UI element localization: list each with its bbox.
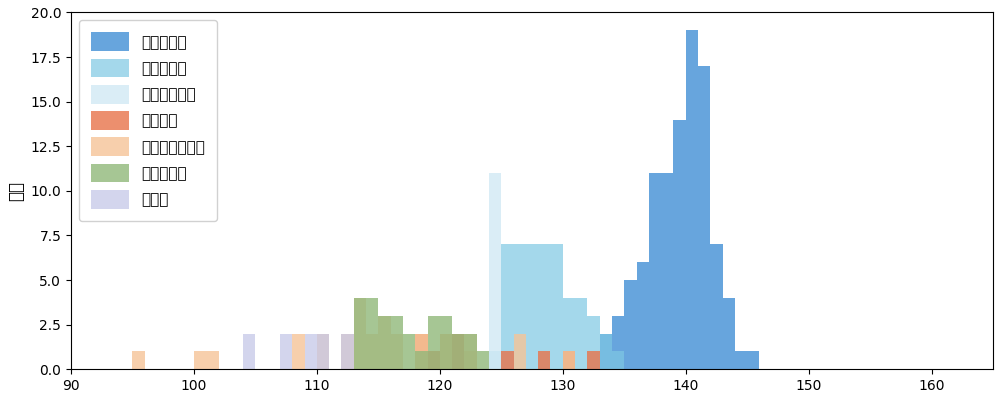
Bar	[243, 334, 255, 369]
Bar	[612, 316, 624, 369]
Bar	[698, 66, 710, 369]
Bar	[587, 352, 600, 369]
Bar	[563, 352, 575, 369]
Bar	[686, 30, 698, 369]
Bar	[440, 334, 452, 369]
Bar	[649, 173, 661, 369]
Bar	[391, 334, 403, 369]
Bar	[747, 352, 759, 369]
Bar	[723, 298, 735, 369]
Bar	[600, 334, 612, 369]
Bar	[428, 316, 440, 369]
Bar	[624, 280, 637, 369]
Bar	[415, 334, 428, 369]
Bar	[366, 334, 378, 369]
Bar	[378, 316, 391, 369]
Bar	[280, 334, 292, 369]
Bar	[673, 120, 686, 369]
Bar	[538, 244, 550, 369]
Bar	[489, 352, 501, 369]
Bar	[415, 352, 428, 369]
Bar	[206, 352, 219, 369]
Bar	[464, 334, 477, 369]
Bar	[550, 244, 563, 369]
Bar	[464, 352, 477, 369]
Bar	[477, 352, 489, 369]
Legend: ストレート, ツーシーム, カットボール, フォーク, チェンジアップ, スライダー, カーブ: ストレート, ツーシーム, カットボール, フォーク, チェンジアップ, スライ…	[79, 20, 217, 221]
Bar	[391, 316, 403, 369]
Bar	[637, 262, 649, 369]
Bar	[538, 352, 550, 369]
Bar	[440, 334, 452, 369]
Bar	[366, 298, 378, 369]
Bar	[132, 352, 145, 369]
Bar	[354, 298, 366, 369]
Bar	[452, 334, 464, 369]
Bar	[575, 298, 587, 369]
Bar	[464, 334, 477, 369]
Bar	[501, 352, 514, 369]
Bar	[735, 352, 747, 369]
Bar	[341, 334, 354, 369]
Bar	[514, 244, 526, 369]
Bar	[305, 334, 317, 369]
Bar	[563, 298, 575, 369]
Bar	[612, 352, 624, 369]
Bar	[428, 352, 440, 369]
Bar	[341, 334, 354, 369]
Bar	[415, 334, 428, 369]
Bar	[600, 334, 612, 369]
Bar	[317, 334, 329, 369]
Bar	[378, 316, 391, 369]
Bar	[194, 352, 206, 369]
Y-axis label: 球数: 球数	[7, 181, 25, 201]
Bar	[440, 316, 452, 369]
Bar	[452, 334, 464, 369]
Bar	[563, 352, 575, 369]
Bar	[587, 316, 600, 369]
Bar	[514, 334, 526, 369]
Bar	[526, 244, 538, 369]
Bar	[403, 334, 415, 369]
Bar	[489, 173, 501, 369]
Bar	[292, 334, 305, 369]
Bar	[661, 173, 673, 369]
Bar	[501, 244, 514, 369]
Bar	[317, 334, 329, 369]
Bar	[354, 298, 366, 369]
Bar	[710, 244, 723, 369]
